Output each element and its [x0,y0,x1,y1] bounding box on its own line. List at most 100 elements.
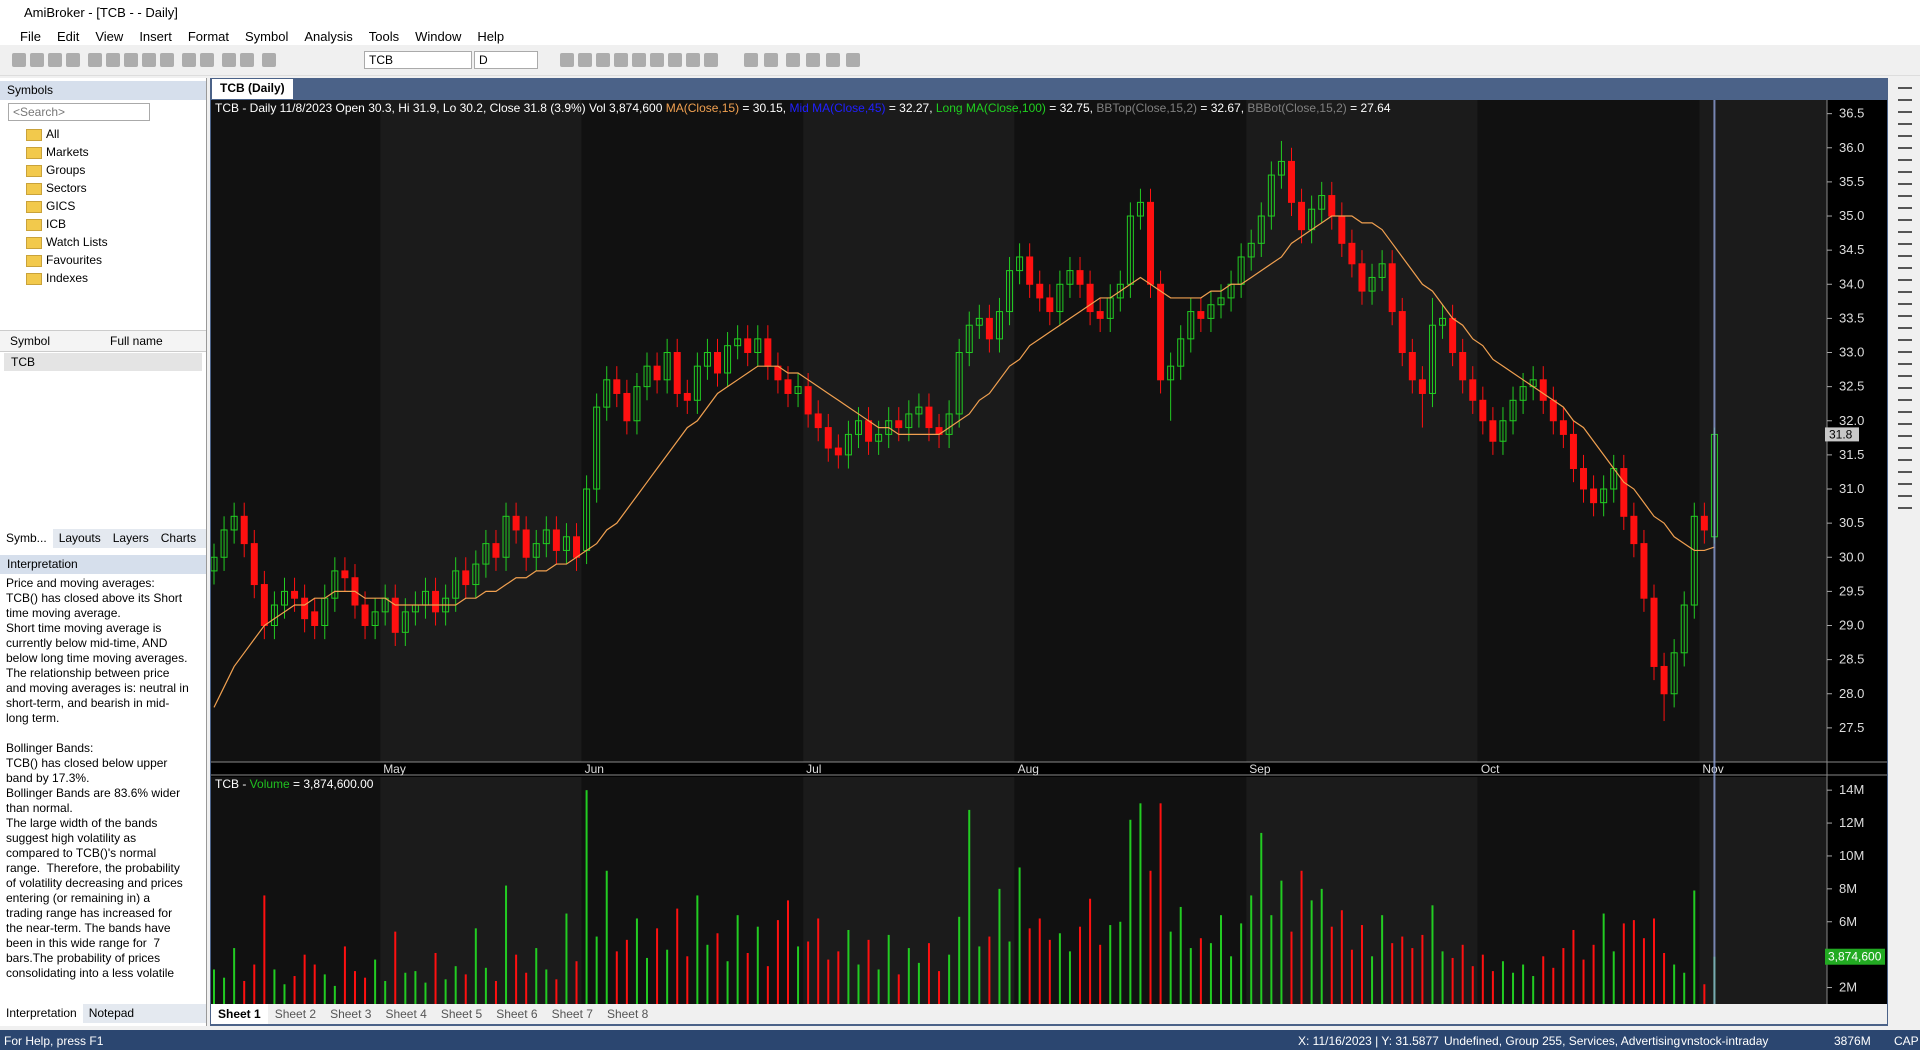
tool-icon[interactable] [1898,171,1912,173]
chart-tab[interactable]: TCB (Daily) [212,79,293,99]
tool-icon[interactable] [1898,99,1912,101]
toolbar-icon[interactable] [578,53,592,67]
tool-icon[interactable] [1898,339,1912,341]
toolbar-icon[interactable] [650,53,664,67]
menu-item[interactable]: Format [187,29,229,44]
sheet-tab[interactable]: Sheet 2 [274,1007,317,1021]
tree-item[interactable]: Watch Lists [14,233,108,251]
toolbar-icon[interactable] [744,53,758,67]
panel-tab[interactable]: Interpretation [0,1004,83,1023]
tool-icon[interactable] [1898,351,1912,353]
tool-icon[interactable] [1898,279,1912,281]
tool-icon[interactable] [1898,111,1912,113]
menu-item[interactable]: Tools [368,29,400,44]
tool-icon[interactable] [1898,363,1912,365]
tool-icon[interactable] [1898,495,1912,497]
tree-item[interactable]: ICB [14,215,108,233]
toolbar-icon[interactable] [12,53,26,67]
toolbar-icon[interactable] [596,53,610,67]
toolbar-icon[interactable] [764,53,778,67]
tool-icon[interactable] [1898,231,1912,233]
sheet-tab[interactable]: Sheet 6 [496,1007,538,1021]
panel-tab[interactable]: Layers [112,531,149,545]
menu-item[interactable]: Symbol [245,29,289,44]
toolbar-icon[interactable] [222,53,236,67]
toolbar-icon[interactable] [142,53,156,67]
tool-icon[interactable] [1898,399,1912,401]
tool-icon[interactable] [1898,327,1912,329]
toolbar-icon[interactable] [48,53,62,67]
tool-icon[interactable] [1898,483,1912,485]
tool-icon[interactable] [1898,267,1912,269]
toolbar-icon[interactable] [668,53,682,67]
tool-icon[interactable] [1898,303,1912,305]
panel-tab[interactable]: Charts [160,531,197,545]
menu-item[interactable]: Insert [139,29,172,44]
tool-icon[interactable] [1898,471,1912,473]
menu-item[interactable]: Window [415,29,462,44]
tool-icon[interactable] [1898,255,1912,257]
symbol-row[interactable]: TCB [11,355,35,369]
tree-item[interactable]: Markets [14,143,108,161]
panel-tab[interactable]: Symb... [0,529,53,548]
toolbar-icon[interactable] [686,53,700,67]
toolbar-icon[interactable] [30,53,44,67]
sheet-tab[interactable]: Sheet 4 [385,1007,427,1021]
toolbar-icon[interactable] [106,53,120,67]
tool-icon[interactable] [1898,315,1912,317]
tool-icon[interactable] [1898,87,1912,89]
tool-icon[interactable] [1898,459,1912,461]
tool-icon[interactable] [1898,219,1912,221]
interval-combo[interactable]: D [474,51,538,69]
tool-icon[interactable] [1898,147,1912,149]
toolbar-icon[interactable] [786,53,800,67]
panel-tab[interactable]: Notepad [88,1006,135,1020]
toolbar-icon[interactable] [806,53,820,67]
toolbar-icon[interactable] [160,53,174,67]
tool-icon[interactable] [1898,411,1912,413]
tool-icon[interactable] [1898,123,1912,125]
tool-icon[interactable] [1898,183,1912,185]
tree-item[interactable]: Favourites [14,251,108,269]
toolbar-icon[interactable] [560,53,574,67]
tool-icon[interactable] [1898,195,1912,197]
toolbar-icon[interactable] [182,53,196,67]
tool-icon[interactable] [1898,375,1912,377]
tree-item[interactable]: Indexes [14,269,108,287]
tree-item[interactable]: Groups [14,161,108,179]
sheet-tab[interactable]: Sheet 1 [211,1004,268,1024]
toolbar-icon[interactable] [240,53,254,67]
menu-item[interactable]: Analysis [304,29,353,44]
panel-tab[interactable]: Layouts [58,531,101,545]
toolbar-icon[interactable] [66,53,80,67]
toolbar-icon[interactable] [632,53,646,67]
tool-icon[interactable] [1898,291,1912,293]
tool-icon[interactable] [1898,423,1912,425]
symbol-combo[interactable]: TCB [364,51,472,69]
tool-icon[interactable] [1898,507,1912,509]
tool-icon[interactable] [1898,159,1912,161]
tree-item[interactable]: Sectors [14,179,108,197]
menu-item[interactable]: Edit [56,29,80,44]
sheet-tab[interactable]: Sheet 7 [551,1007,593,1021]
sheet-tab[interactable]: Sheet 8 [606,1007,649,1021]
sheet-tab[interactable]: Sheet 5 [440,1007,483,1021]
tool-icon[interactable] [1898,135,1912,137]
toolbar-icon[interactable] [262,53,276,67]
tree-item[interactable]: GICS [14,197,108,215]
toolbar-icon[interactable] [704,53,718,67]
menu-item[interactable]: View [95,29,124,44]
menu-item[interactable]: Help [477,29,505,44]
tool-icon[interactable] [1898,447,1912,449]
tree-item[interactable]: All [14,125,108,143]
sheet-tab[interactable]: Sheet 3 [330,1007,372,1021]
tool-icon[interactable] [1898,243,1912,245]
tool-icon[interactable] [1898,387,1912,389]
search-box[interactable]: <Search> [8,103,150,121]
tool-icon[interactable] [1898,207,1912,209]
toolbar-icon[interactable] [614,53,628,67]
toolbar-icon[interactable] [826,53,840,67]
toolbar-icon[interactable] [124,53,138,67]
toolbar-icon[interactable] [846,53,860,67]
toolbar-icon[interactable] [88,53,102,67]
